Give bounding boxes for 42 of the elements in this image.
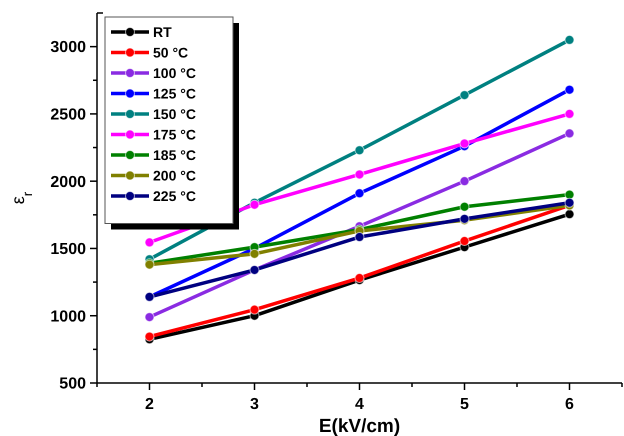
point	[354, 232, 364, 242]
y-tick-label: 2500	[50, 106, 86, 124]
legend-label: 225 °C	[153, 188, 196, 204]
point	[354, 169, 364, 180]
point	[564, 108, 574, 119]
point	[460, 236, 470, 246]
legend-label: 200 °C	[153, 167, 196, 184]
legend-label: 50 °C	[153, 44, 188, 60]
x-tick-label: 6	[565, 396, 574, 413]
x-tick-label: 4	[355, 396, 364, 413]
point	[250, 248, 260, 259]
point	[564, 34, 574, 45]
point	[354, 188, 364, 198]
point	[460, 90, 470, 100]
legend-label: 185 °C	[153, 146, 196, 163]
point	[354, 145, 364, 156]
point	[564, 128, 574, 138]
legend-label: 150 °C	[153, 106, 196, 122]
x-tick-label: 3	[250, 396, 260, 413]
legend-label: 125 °C	[153, 85, 196, 102]
point	[564, 209, 574, 220]
y-tick-label: 1000	[50, 308, 86, 326]
legend-label: RT	[153, 24, 172, 40]
y-tick-label: 1500	[50, 241, 86, 258]
x-tick-label: 2	[145, 396, 154, 413]
point	[460, 202, 470, 212]
point	[564, 84, 574, 95]
point	[564, 190, 574, 200]
point	[144, 237, 154, 248]
x-axis-title: E(kV/cm)	[318, 416, 400, 436]
x-tick-label: 5	[460, 396, 470, 413]
legend-label: 175 °C	[153, 126, 196, 142]
y-tick-label: 2000	[50, 174, 86, 191]
y-tick-label: 500	[59, 376, 86, 393]
point	[250, 304, 260, 315]
y-tick-label: 3000	[50, 39, 86, 56]
legend-label: 100 °C	[153, 64, 196, 81]
point	[564, 198, 574, 208]
point	[460, 138, 470, 148]
point	[144, 312, 154, 322]
point	[460, 176, 470, 186]
point	[144, 332, 154, 342]
